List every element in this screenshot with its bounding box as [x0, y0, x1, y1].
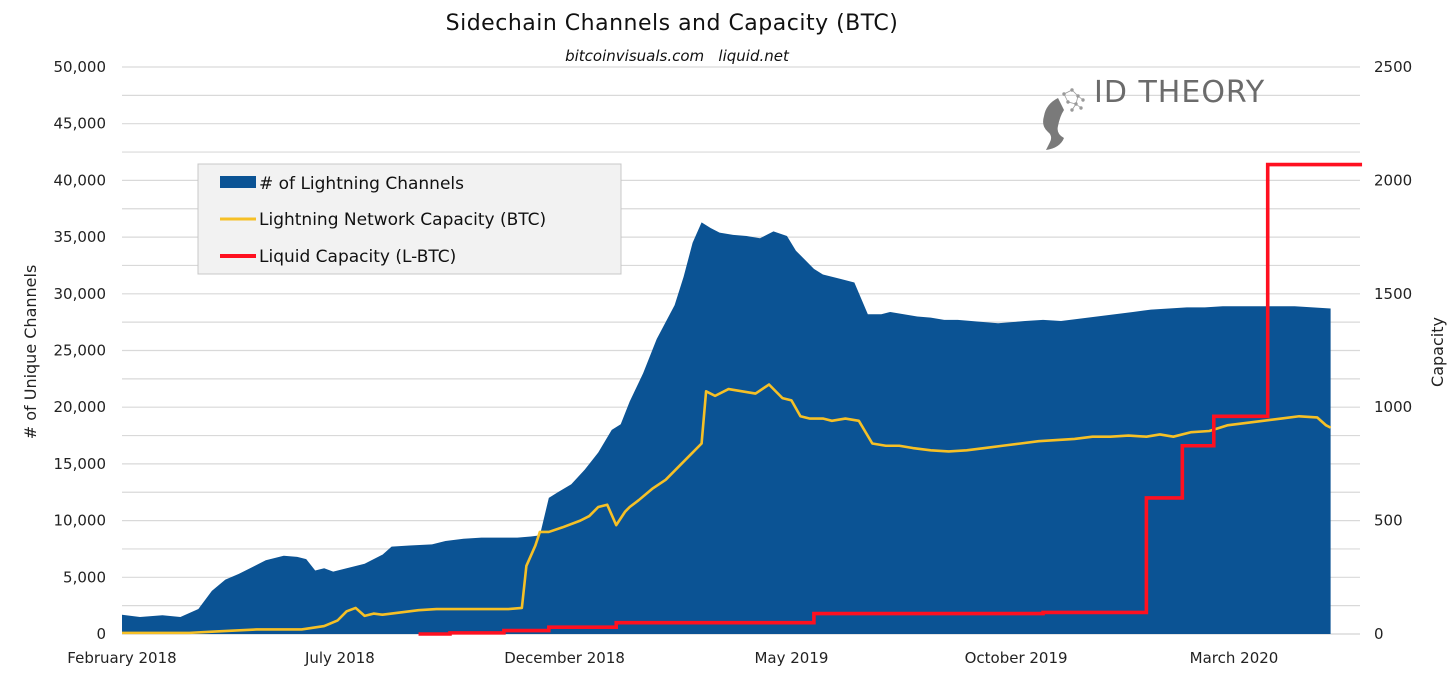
legend-label-liquid-capacity: Liquid Capacity (L-BTC) — [259, 247, 456, 267]
y-tick-label: 10,000 — [54, 512, 107, 530]
x-tick-label: May 2019 — [754, 649, 828, 667]
legend-swatch-channels — [220, 176, 256, 188]
y-tick-label: 30,000 — [54, 285, 107, 303]
x-tick-label: October 2019 — [965, 649, 1068, 667]
legend-label-channels: # of Lightning Channels — [259, 174, 464, 194]
x-tick-label: February 2018 — [67, 649, 176, 667]
channels-area — [122, 222, 1331, 634]
y-tick-label: 45,000 — [54, 115, 107, 133]
liquid-capacity-line — [418, 162, 1363, 636]
y-tick-label: 40,000 — [54, 171, 107, 189]
chart-subtitle: bitcoinvisuals.com liquid.net — [565, 47, 790, 65]
y2-tick-label: 1000 — [1374, 398, 1412, 416]
y-tick-label: 35,000 — [54, 228, 107, 246]
y-tick-label: 50,000 — [54, 58, 107, 76]
y-tick-label: 0 — [96, 625, 106, 643]
y-tick-label: 15,000 — [54, 455, 107, 473]
x-tick-label: July 2018 — [304, 649, 375, 667]
chart-title: Sidechain Channels and Capacity (BTC) — [446, 11, 899, 36]
watermark-text: ID THEORY — [1094, 75, 1265, 110]
tick-labels: 0 5,000 10,000 15,000 20,000 25,000 30,000 35,0… — [54, 58, 1413, 667]
legend: # of Lightning Channels Lightning Networ… — [197, 163, 622, 275]
capacity-lines-layer — [122, 162, 1363, 636]
y-tick-label: 25,000 — [54, 342, 107, 360]
channels-area-layer — [122, 222, 1331, 634]
y-tick-label: 5,000 — [63, 568, 106, 586]
legend-label-ln-capacity: Lightning Network Capacity (BTC) — [259, 210, 546, 230]
x-tick-label: December 2018 — [504, 649, 625, 667]
x-tick-label: March 2020 — [1190, 649, 1279, 667]
y-tick-label: 20,000 — [54, 398, 107, 416]
y2-axis-label: Capacity — [1428, 317, 1447, 387]
watermark-logo: ID THEORY — [1043, 75, 1265, 150]
ln-capacity-line — [122, 383, 1332, 635]
head-silhouette-icon — [1043, 88, 1085, 150]
y2-tick-label: 0 — [1374, 625, 1384, 643]
y2-tick-label: 500 — [1374, 512, 1403, 530]
y2-tick-label: 2500 — [1374, 58, 1412, 76]
y2-tick-label: 1500 — [1374, 285, 1412, 303]
y2-tick-label: 2000 — [1374, 171, 1412, 189]
y-axis-label: # of Unique Channels — [21, 265, 40, 440]
